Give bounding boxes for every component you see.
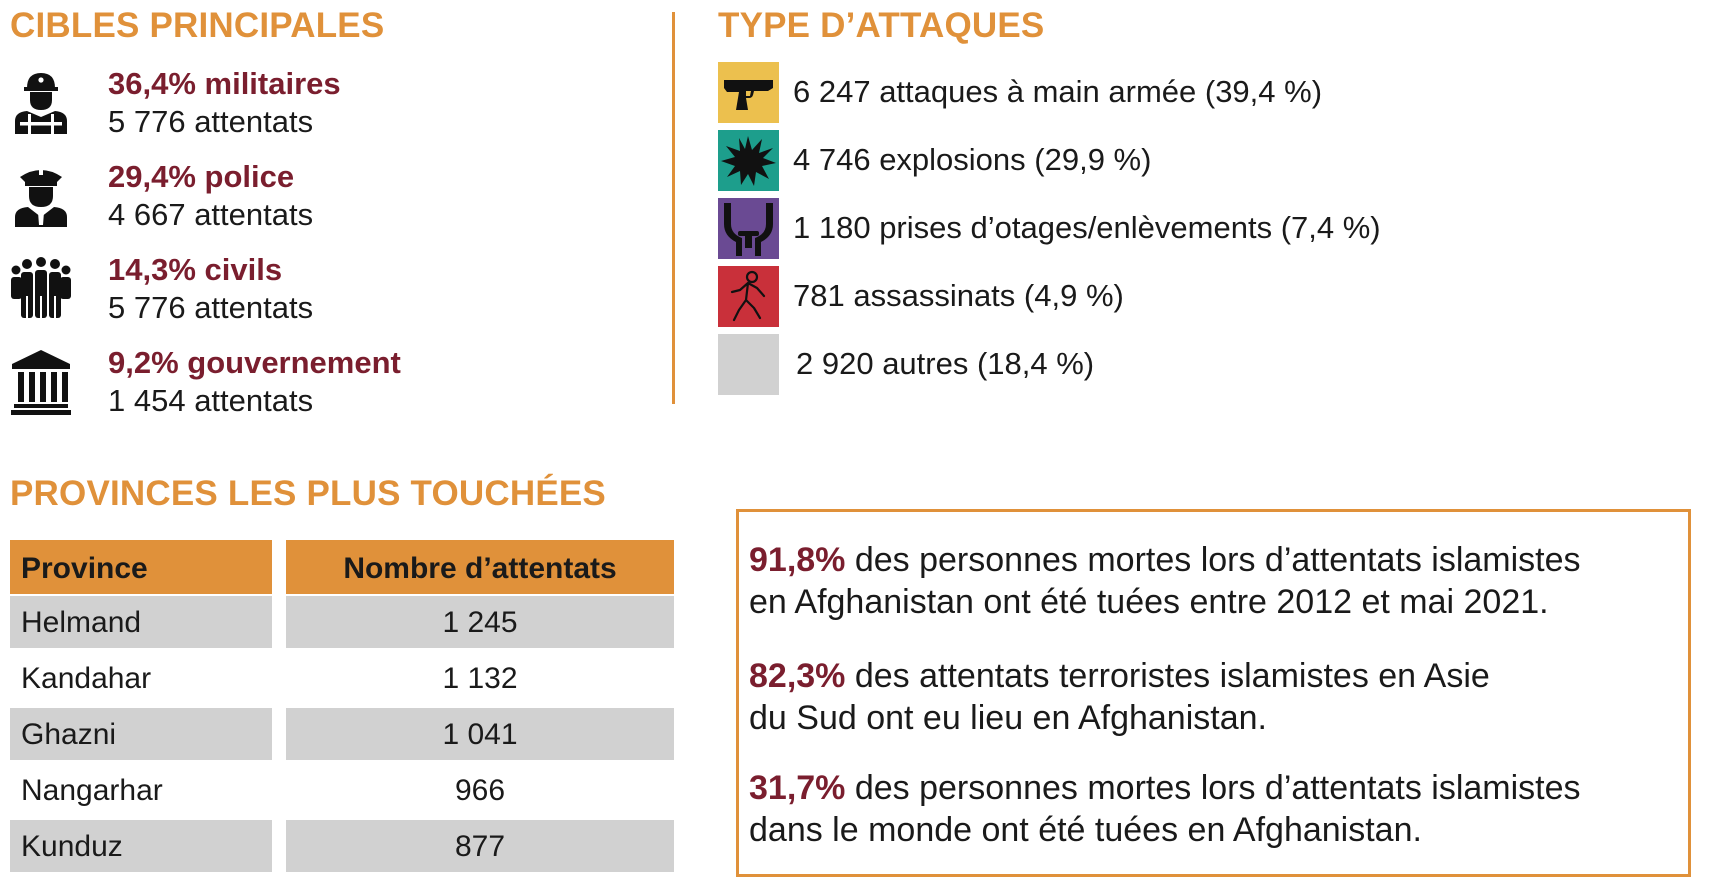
count-cell: 1 041 (286, 708, 674, 760)
police-officer-icon (15, 169, 67, 227)
target-militaires: 36,4% militaires 5 776 attentats (0, 66, 660, 150)
province-cell: Ghazni (10, 708, 272, 760)
fact-percentage: 91,8% (749, 541, 846, 579)
civilians-group-icon (11, 257, 71, 318)
target-pct: 29,4% police (108, 159, 295, 194)
attack-count: 1 041 (442, 718, 518, 751)
province-name: Kunduz (21, 830, 123, 863)
province-name: Kandahar (21, 662, 152, 695)
target-count: 4 667 attentats (108, 197, 314, 232)
section-divider (672, 12, 675, 404)
fact-percentage: 82,3% (749, 657, 846, 695)
fact-south-asia-attacks: 82,3% des attentats terroristes islamist… (749, 655, 1679, 739)
fact-text: en Afghanistan ont été tuées entre 2012 … (749, 583, 1549, 621)
header-province-label: Province (21, 552, 148, 585)
other-swatch (718, 334, 779, 395)
target-gouvernement: 9,2% gouvernement 1 454 attentats (0, 345, 660, 429)
fact-text: des personnes mortes lors d’attentats is… (845, 769, 1581, 807)
provinces-heading: PROVINCES LES PLUS TOUCHÉES (10, 474, 606, 513)
attack-type-other: 2 920 autres (18,4 %) (718, 334, 1678, 398)
attack-label: 781 assassinats (4,9 %) (793, 278, 1124, 313)
target-count: 1 454 attentats (108, 383, 314, 418)
target-count: 5 776 attentats (108, 104, 314, 139)
attack-label: 2 920 autres (18,4 %) (796, 346, 1095, 381)
attack-type-assassination: 781 assassinats (4,9 %) (718, 266, 1678, 330)
fact-afghanistan-deaths: 91,8% des personnes mortes lors d’attent… (749, 539, 1679, 623)
attack-type-hostage: 1 180 prises d’otages/enlèvements (7,4 %… (718, 198, 1678, 262)
province-cell: Kunduz (10, 820, 272, 872)
province-cell: Helmand (10, 596, 272, 648)
hostage-hands-icon (718, 198, 779, 259)
fact-text: du Sud ont eu lieu en Afghanistan. (749, 699, 1267, 737)
pistol-icon (718, 62, 779, 123)
attack-label: 6 247 attaques à main armée (39,4 %) (793, 74, 1323, 109)
attack-count: 1 245 (442, 606, 518, 639)
target-police: 29,4% police 4 667 attentats (0, 159, 660, 243)
target-pct: 36,4% militaires (108, 66, 341, 101)
attack-count: 1 132 (442, 662, 518, 695)
count-cell: 877 (286, 820, 674, 872)
attack-type-armed: 6 247 attaques à main armée (39,4 %) (718, 62, 1678, 126)
province-name: Nangarhar (21, 774, 163, 807)
fact-text: des personnes mortes lors d’attentats is… (845, 541, 1581, 579)
fact-percentage: 31,7% (749, 769, 846, 807)
header-count-label: Nombre d’attentats (343, 552, 617, 585)
government-building-icon (11, 350, 71, 415)
target-civils: 14,3% civils 5 776 attentats (0, 252, 660, 336)
province-name: Ghazni (21, 718, 117, 751)
attack-label: 4 746 explosions (29,9 %) (793, 142, 1152, 177)
count-cell: 1 245 (286, 596, 674, 648)
fact-text: des attentats terroristes islamistes en … (845, 657, 1490, 695)
attack-type-explosion: 4 746 explosions (29,9 %) (718, 130, 1678, 194)
fact-world-deaths: 31,7% des personnes mortes lors d’attent… (749, 767, 1679, 851)
attack-count: 966 (454, 774, 506, 807)
key-facts-box: 91,8% des personnes mortes lors d’attent… (736, 509, 1691, 877)
attaques-heading: TYPE D’ATTAQUES (718, 6, 1045, 45)
target-pct: 9,2% gouvernement (108, 345, 401, 380)
count-cell: 966 (286, 764, 674, 816)
fact-text: dans le monde ont été tuées en Afghanist… (749, 811, 1422, 849)
attack-count: 877 (454, 830, 506, 863)
attack-label: 1 180 prises d’otages/enlèvements (7,4 %… (793, 210, 1381, 245)
target-pct: 14,3% civils (108, 252, 283, 287)
province-cell: Kandahar (10, 652, 272, 704)
table-header-count: Nombre d’attentats (286, 540, 674, 594)
victim-figure-icon (718, 266, 779, 327)
table-header-province: Province (10, 540, 272, 594)
target-count: 5 776 attentats (108, 290, 314, 325)
cibles-heading: CIBLES PRINCIPALES (10, 6, 385, 45)
province-name: Helmand (21, 606, 142, 639)
soldier-icon (15, 73, 67, 134)
province-cell: Nangarhar (10, 764, 272, 816)
count-cell: 1 132 (286, 652, 674, 704)
explosion-icon (718, 130, 779, 191)
